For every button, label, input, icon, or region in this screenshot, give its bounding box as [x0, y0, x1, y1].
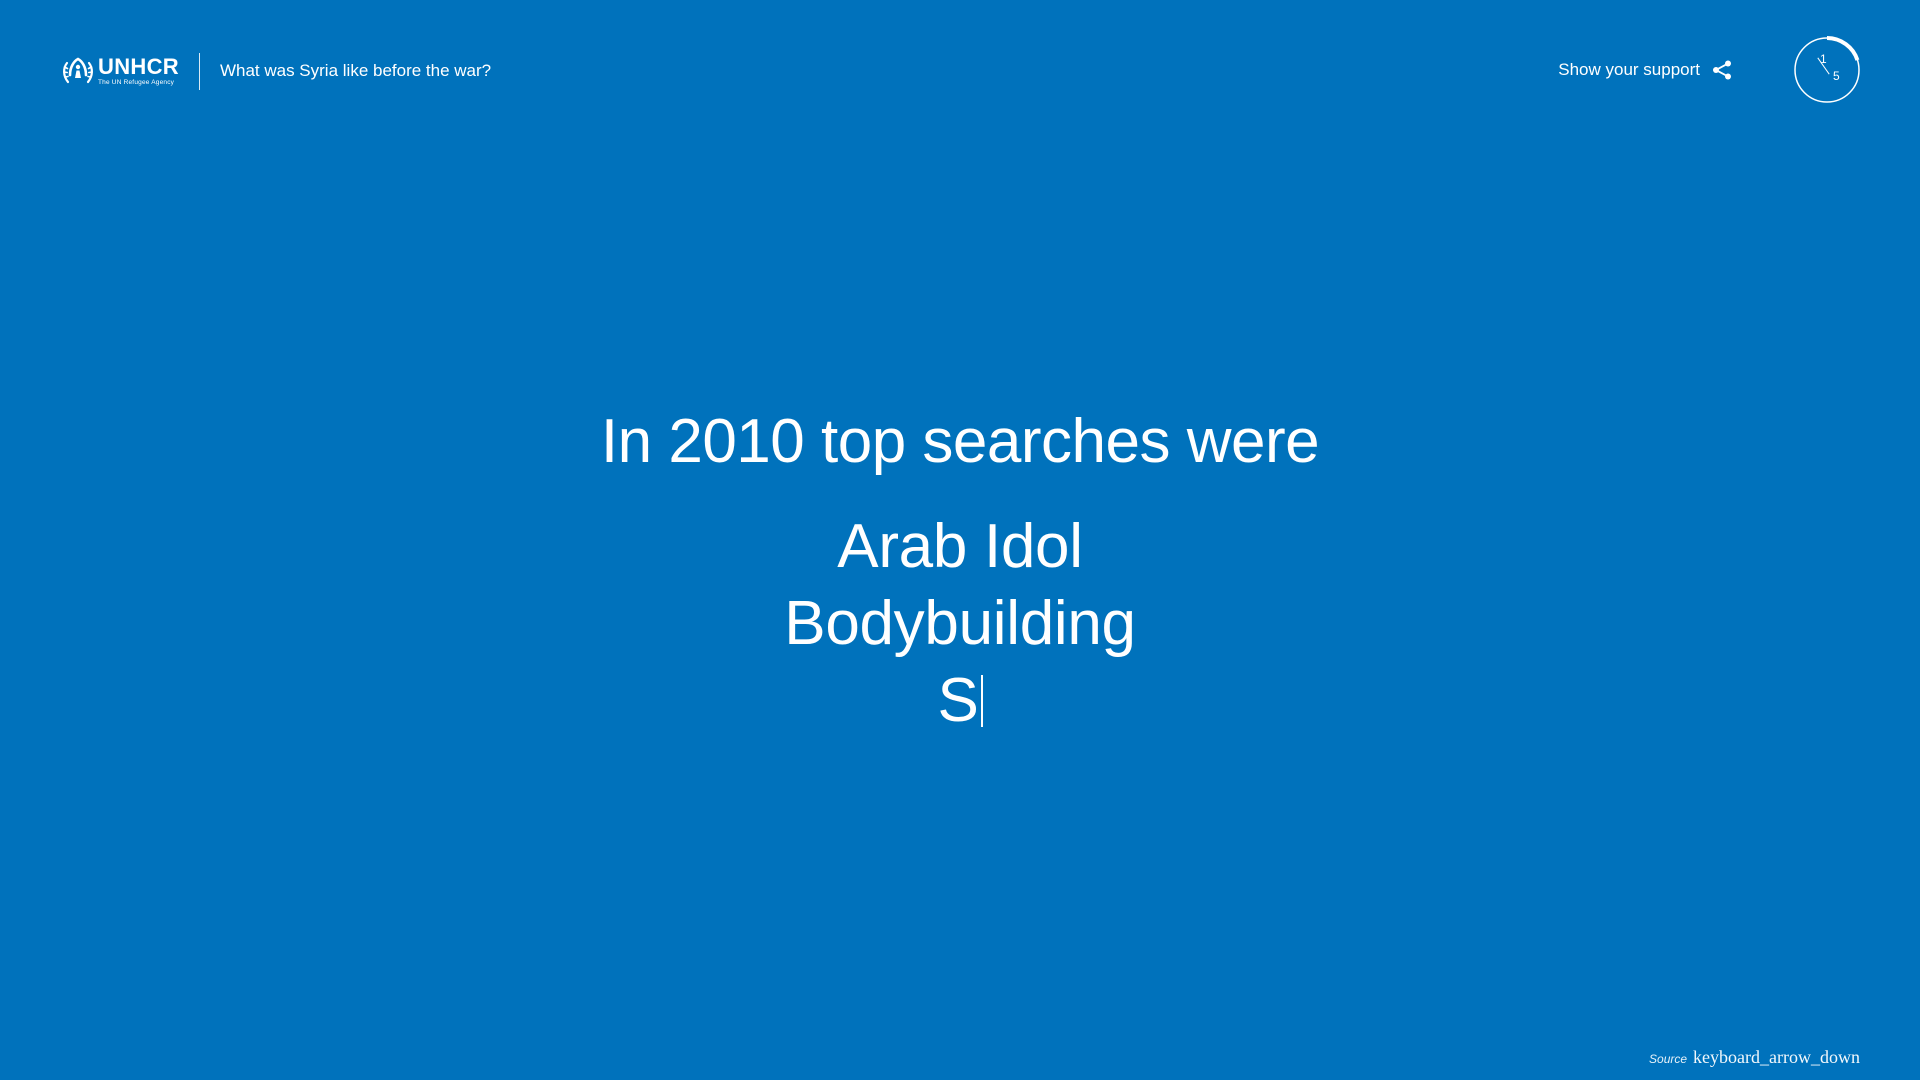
logo-wordmark: UNHCR: [98, 53, 179, 79]
scroll-down-button[interactable]: keyboard_arrow_down: [1693, 1047, 1860, 1067]
header-left: UNHCR The UN Refugee Agency What was Syr…: [61, 52, 491, 90]
logo-tagline: The UN Refugee Agency: [98, 78, 175, 86]
source-link[interactable]: Source: [1649, 1052, 1688, 1066]
unhcr-logo[interactable]: UNHCR The UN Refugee Agency: [61, 52, 179, 90]
show-support-label: Show your support: [1558, 60, 1700, 79]
footer: Source keyboard_arrow_down: [1649, 1047, 1860, 1068]
share-icon: [1713, 60, 1731, 80]
search-item: Arab Idol: [0, 508, 1920, 585]
search-item: Bodybuilding: [0, 585, 1920, 662]
search-item-text: S: [937, 666, 979, 735]
slide-progress-indicator[interactable]: 1 5: [1793, 36, 1861, 104]
headline: In 2010 top searches were: [600, 407, 1320, 476]
progress-arc: [1826, 36, 1860, 61]
header-divider: [198, 52, 200, 90]
progress-total: 5: [1833, 69, 1840, 83]
search-list: Arab Idol Bodybuilding S: [0, 508, 1920, 739]
show-support-button[interactable]: Show your support: [1558, 56, 1734, 84]
progress-ring: [1794, 36, 1860, 103]
search-item-text: Bodybuilding: [784, 589, 1136, 658]
progress-current: 1: [1820, 52, 1827, 66]
typing-caret: [980, 675, 983, 727]
logo-text: UNHCR The UN Refugee Agency: [98, 53, 179, 87]
unhcr-emblem-icon: [63, 57, 93, 84]
search-item-text: Arab Idol: [837, 512, 1083, 581]
search-item: S: [0, 662, 1920, 739]
page-title-link[interactable]: What was Syria like before the war?: [219, 61, 492, 80]
